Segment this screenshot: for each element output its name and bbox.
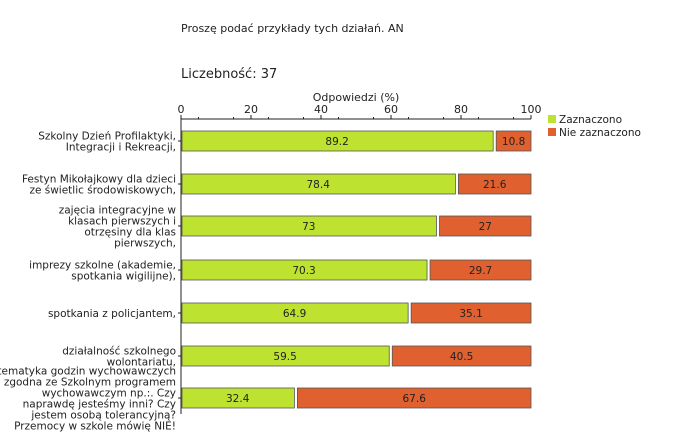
- category-label: jestem osobą tolerancyjną?: [30, 410, 176, 422]
- category-label: spotkania z policjantem,: [48, 308, 176, 320]
- category-label: działalność szkolnego: [62, 346, 176, 358]
- bar-selected: [181, 387, 295, 409]
- legend-item-not-selected-swatch: [548, 128, 556, 136]
- x-axis-label: Odpowiedzi (%): [313, 91, 400, 104]
- x-tick-label: 40: [314, 103, 328, 116]
- bar-selected: [181, 130, 494, 152]
- category-label: pierwszych,: [114, 238, 176, 250]
- legend-item-selected-swatch: [548, 115, 556, 123]
- category-label: Festyn Mikołajkowy dla dzieci: [22, 174, 176, 186]
- bar-value-label-selected: 32.4: [226, 393, 250, 405]
- bar-value-label-selected: 70.3: [292, 265, 315, 277]
- category-label: spotkania wigilijne),: [71, 271, 176, 283]
- bar-value-label-selected: 73: [302, 221, 315, 233]
- bar-selected: [181, 173, 456, 195]
- category-label: wychowawczym np.:. Czy: [42, 388, 176, 400]
- bar-value-label-selected: 89.2: [325, 136, 348, 148]
- category-label: otrzęsiny dla klas: [84, 227, 176, 239]
- bar-not-selected: [296, 387, 532, 409]
- bar-not-selected: [410, 302, 532, 324]
- bar-value-label-not-selected: 27: [479, 221, 492, 233]
- legend-item-not-selected-label: Nie zaznaczono: [559, 127, 641, 139]
- category-label: zgodna ze Szkolnym programem: [4, 377, 176, 389]
- category-label: tematyka godzin wychowawczych: [0, 366, 176, 378]
- bar-value-label-not-selected: 67.6: [403, 393, 427, 405]
- bar-not-selected: [439, 215, 532, 237]
- bar-not-selected: [429, 259, 532, 281]
- bar-value-label-not-selected: 10.8: [502, 136, 525, 148]
- category-label: ze świetlic środowiskowych,: [29, 185, 176, 197]
- x-tick-label: 80: [454, 103, 468, 116]
- legend-item-selected-label: Zaznaczono: [559, 114, 622, 126]
- bar-value-label-selected: 64.9: [283, 308, 306, 320]
- sample-count: Liczebność: 37: [181, 67, 277, 82]
- bar-not-selected: [495, 130, 532, 152]
- bar-value-label-selected: 78.4: [307, 179, 331, 191]
- bar-value-label-not-selected: 40.5: [450, 351, 473, 363]
- bar-selected: [181, 215, 437, 237]
- category-label: Integracji i Rekreacji,: [66, 142, 176, 154]
- bar-selected: [181, 259, 428, 281]
- category-label: zajęcia integracyjne w: [59, 205, 177, 217]
- bar-value-label-not-selected: 35.1: [459, 308, 482, 320]
- bar-selected: [181, 345, 390, 367]
- x-tick-label: 60: [384, 103, 398, 116]
- category-label: naprawdę jesteśmy inni? Czy: [23, 399, 176, 411]
- count-value: 37: [260, 67, 278, 82]
- category-label: Szkolny Dzień Profilaktyki,: [38, 131, 176, 143]
- bar-value-label-not-selected: 29.7: [469, 265, 492, 277]
- category-label: klasach pierwszych i: [68, 216, 176, 228]
- x-tick-label: 100: [521, 103, 542, 116]
- x-tick-label: 0: [178, 103, 185, 116]
- category-label: imprezy szkolne (akademie,: [29, 260, 176, 272]
- bar-value-label-not-selected: 21.6: [483, 179, 507, 191]
- bar-selected: [181, 302, 409, 324]
- x-tick-label: 20: [244, 103, 258, 116]
- bar-not-selected: [457, 173, 532, 195]
- count-label: Liczebność:: [181, 67, 257, 82]
- category-label: Przemocy w szkole mówię NIE!: [14, 421, 176, 433]
- question-text: Proszę podać przykłady tych działań. AN: [181, 22, 404, 35]
- bar-value-label-selected: 59.5: [273, 351, 296, 363]
- bar-not-selected: [391, 345, 532, 367]
- category-label: wolontariatu,: [107, 357, 176, 369]
